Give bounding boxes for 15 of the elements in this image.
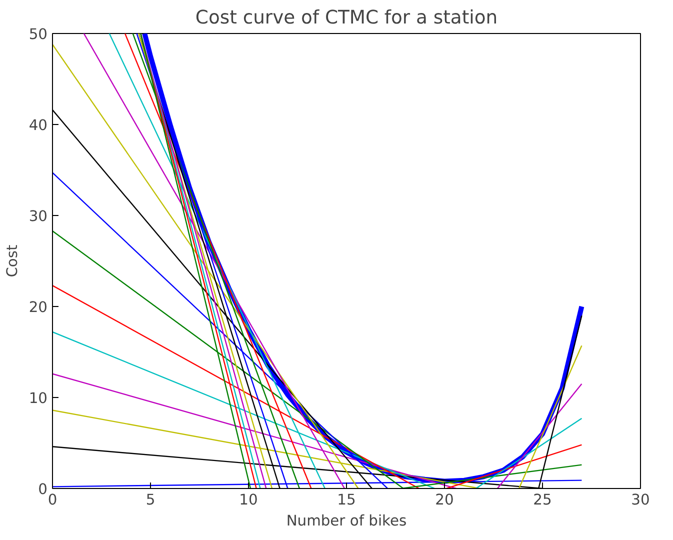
y-tick-label: 10 [28,390,48,407]
y-axis-title: Cost [4,244,21,278]
x-tick-label: 20 [435,492,454,508]
x-axis-title: Number of bikes [286,512,407,530]
x-tick-label: 15 [337,492,356,508]
y-tick-label: 50 [28,26,48,43]
x-tick-label: 10 [239,492,258,508]
x-tick-label: 30 [631,492,650,508]
chart-title: Cost curve of CTMC for a station [195,8,498,28]
y-tick-label: 0 [38,481,48,498]
x-tick-label: 5 [146,492,156,508]
y-tick-label: 30 [28,208,48,225]
y-tick-label: 20 [28,299,48,316]
x-tick-label: 25 [533,492,552,508]
y-tick-label: 40 [28,117,48,134]
